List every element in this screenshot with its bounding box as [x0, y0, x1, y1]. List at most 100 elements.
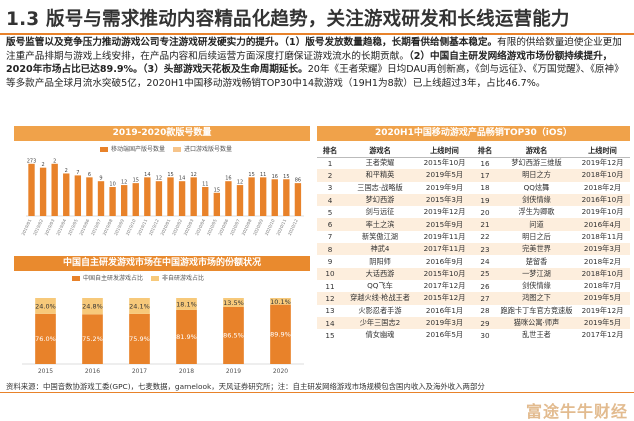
date-cell: 2018年10月: [575, 169, 630, 182]
rank-cell: 28: [480, 306, 490, 316]
rank-cell: 5: [327, 207, 333, 217]
rank-cell: 7: [327, 232, 333, 242]
label-non: 24.8%: [82, 303, 103, 311]
table-row: 12 穿越火线·枪战王者 2015年12月 27 鸿图之下 2019年5月: [317, 292, 630, 305]
label-non: 13.5%: [223, 299, 244, 307]
data-label: 16: [272, 174, 278, 180]
data-label: 14: [144, 172, 150, 178]
bar-non: [35, 298, 56, 314]
bar-domestic: [86, 177, 93, 216]
game-cell: 明日之方: [498, 169, 575, 182]
rank-cell: 4: [317, 193, 343, 207]
rank-cell: 21: [472, 218, 498, 231]
rank-cell: 19: [472, 193, 498, 207]
date-cell: 2016年10月: [575, 193, 630, 207]
table-header-row: 排名 游戏名 上线时间 排名 游戏名 上线时间: [317, 145, 630, 158]
game-cell: 梦幻西游: [343, 193, 417, 207]
data-label: 7: [76, 170, 79, 176]
bar-self: [129, 313, 150, 364]
rank-cell: 10: [317, 267, 343, 280]
game-cell: 剑与远征: [365, 207, 395, 217]
game-cell: QQ炫舞: [523, 182, 550, 192]
date-cell: 2016年9月: [425, 256, 464, 266]
data-label: 12: [237, 180, 243, 186]
game-cell: 乱世王者: [522, 330, 551, 340]
table-row: 5 剑与远征 2019年12月 20 浮生为卿歌 2019年10月: [317, 206, 630, 218]
label-self: 76.0%: [35, 335, 56, 343]
bar-domestic: [120, 185, 128, 216]
rank-cell: 9: [327, 257, 333, 267]
x-tick-label: 2020/09: [252, 218, 264, 236]
game-cell: 楚留香: [525, 256, 548, 266]
table-row: 2 和平精英 2019年5月 17 明日之方 2018年10月: [317, 169, 630, 182]
date-cell: 2015年10月: [417, 267, 472, 280]
rank-cell: 30: [480, 330, 490, 340]
bar-self: [270, 304, 291, 364]
intro-point-2-bold: （2）中国自主研发网络游戏市场份额持续提升，2020年市场占比已达89.9%。: [6, 50, 613, 76]
date-cell: 2015年3月: [417, 193, 472, 207]
bar-non: [129, 298, 150, 314]
x-tick-label: 2019/06: [78, 218, 90, 236]
date-cell: 2017年11月: [417, 243, 472, 256]
license-count-chart: 273 2019/01 2 2019/02 2 2019/03 2 2019/04 7 2019/…: [21, 158, 304, 236]
bar-non: [176, 298, 197, 310]
legend-label-non: 非自研游戏占比: [162, 275, 205, 282]
label-self: 89.9%: [270, 330, 291, 338]
bar-domestic: [178, 181, 186, 216]
data-label: 10: [109, 182, 115, 188]
game-cell: 鸿图之下: [498, 292, 575, 305]
x-tick-label: 2020/03: [183, 218, 195, 236]
x-tick-label: 2019/05: [67, 218, 79, 236]
x-tick-label: 2020/11: [275, 218, 287, 236]
watermark-logo: 富途牛牛财经: [525, 402, 628, 421]
label-non: 24.0%: [35, 302, 56, 310]
game-cell: 跑跑卡丁车官方竞速版: [500, 305, 573, 315]
rank-cell: 13: [325, 306, 335, 316]
intro-lead: 版号监管以及竞争压力推动游戏公司专注游戏研发硬实力的提升。: [6, 37, 285, 48]
data-label: 15: [283, 174, 289, 180]
date-cell: 2017年12月: [423, 281, 466, 291]
title-divider: [0, 33, 634, 35]
x-tick-label: 2020/01: [160, 218, 172, 236]
x-tick-label: 2020/05: [206, 218, 218, 236]
game-cell: 问道: [498, 218, 575, 231]
label-self: 81.9%: [176, 333, 197, 341]
bar-domestic: [109, 187, 116, 216]
col-rank-left: 排名: [317, 145, 343, 158]
bar-domestic: [213, 192, 221, 216]
data-label: 6: [88, 172, 91, 178]
x-tick-label: 2019/04: [55, 218, 67, 236]
top30-table: 排名 游戏名 上线时间 排名 游戏名 上线时间 1 王者荣耀 2015年10月 16 梦…: [317, 145, 630, 341]
date-cell: 2015年9月: [417, 218, 472, 231]
legend-label-domestic: 移动端国产版号数量: [111, 146, 166, 153]
rank-cell: 2: [317, 169, 343, 182]
data-label: 15: [133, 178, 139, 184]
intro-paragraph: 版号监管以及竞争压力推动游戏公司专注游戏研发硬实力的提升。（1）版号发放数量趋稳…: [6, 36, 630, 90]
rank-cell: 14: [317, 316, 343, 330]
bar-self: [176, 309, 197, 364]
bar-domestic: [155, 181, 163, 216]
game-cell: 倩女幽魂: [365, 330, 395, 340]
game-cell: 新笑傲江湖: [362, 231, 398, 241]
game-cell: 一梦江湖: [498, 267, 575, 280]
legend-swatch-non: [151, 276, 160, 281]
label-self: 75.9%: [129, 335, 150, 343]
data-label: 15: [248, 172, 254, 178]
market-share-legend: 中国自主研发游戏占比 非自研游戏占比: [72, 273, 204, 282]
license-chart-legend: 移动端国产版号数量 进口游戏版号数量: [100, 144, 232, 153]
intro-point-1-bold: （1）版号发放数量趋稳，: [284, 37, 392, 48]
rank-cell: 12: [317, 292, 343, 305]
x-tick-label: 2016: [85, 368, 100, 375]
rank-cell: 26: [480, 281, 490, 291]
game-cell: 浮生为卿歌: [518, 207, 555, 217]
game-cell: QQ飞车: [367, 281, 393, 291]
date-cell: 2018年2月: [583, 182, 622, 192]
x-tick-label: 2020/02: [171, 218, 183, 236]
legend-item-self: 中国自主研发游戏占比: [72, 273, 143, 282]
bar-domestic: [132, 183, 139, 216]
rank-cell: 24: [480, 257, 490, 267]
x-tick-label: 2019/09: [113, 218, 125, 236]
date-cell: 2018年10月: [575, 267, 630, 280]
bar-domestic: [294, 183, 302, 216]
x-tick-label: 2018: [179, 368, 194, 375]
